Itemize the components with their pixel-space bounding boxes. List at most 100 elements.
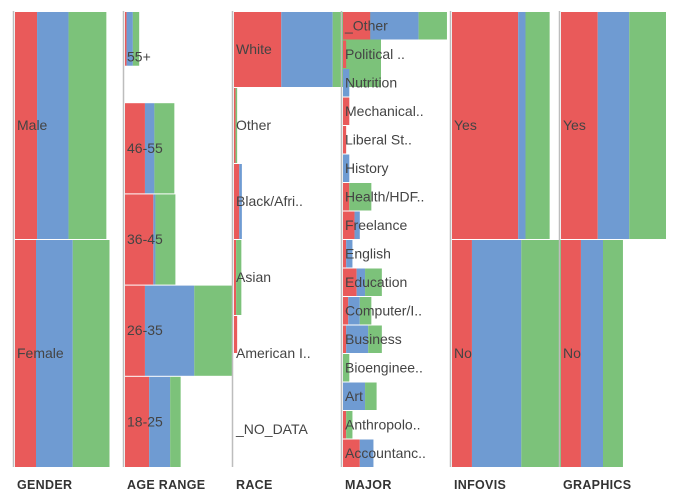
bar-segment[interactable] [37,12,69,239]
bar-segment[interactable] [580,240,603,467]
bar-segment[interactable] [603,240,623,467]
bar-segment[interactable] [125,285,145,376]
category-label: Liberal St.. [345,131,412,147]
bar-segment[interactable] [518,12,526,239]
bar-segment[interactable] [125,12,127,66]
bar-segment[interactable] [126,12,133,66]
bar-segment[interactable] [343,40,347,69]
bar-segment[interactable] [343,12,371,40]
column-major: _Other Political .. Nutrition Mechanical.. L… [340,11,447,492]
bar-segment[interactable] [234,12,282,87]
bar-segment[interactable] [155,194,176,285]
bar-segment[interactable] [125,103,145,194]
bar-segment[interactable] [452,240,472,467]
bar-segment[interactable] [561,240,581,467]
bar-segment[interactable] [348,297,360,325]
bar-segment[interactable] [132,12,140,66]
bar-segment[interactable] [349,183,372,211]
bar-segment[interactable] [235,88,238,163]
category-label: 55+ [127,49,151,65]
bar-segment[interactable] [234,240,237,315]
bar-segment[interactable] [343,354,350,382]
column-gender: Male Female GENDER [12,11,110,492]
category-label: Bioenginee.. [345,359,423,375]
bar-segment[interactable] [234,164,240,239]
bar-segment[interactable] [525,12,550,239]
bar-segment[interactable] [144,103,155,194]
category-label: No [563,345,581,361]
column-infovis: Yes No INFOVIS [449,11,562,492]
bar-segment[interactable] [15,12,38,239]
bar-segment[interactable] [343,126,347,154]
category-label: Yes [454,117,477,133]
category-label: No [454,345,472,361]
axis-title: INFOVIS [454,478,506,492]
category-label: American I.. [236,345,311,361]
bar-segment[interactable] [359,297,372,325]
bar-segment[interactable] [521,240,562,467]
bar-segment[interactable] [343,325,347,354]
bar-segment[interactable] [68,12,107,239]
category-label: Art [345,388,363,404]
bar-segment[interactable] [346,240,353,268]
bar-segment[interactable] [343,69,350,97]
category-label: Education [345,274,407,290]
bar-segment[interactable] [561,12,598,239]
category-label: 36-45 [127,231,163,247]
bar-segment[interactable] [418,12,447,40]
bar-segment[interactable] [365,268,382,297]
bar-segment[interactable] [149,376,171,467]
bar-segment[interactable] [629,12,666,239]
bar-segment[interactable] [343,211,355,240]
category-label: White [236,41,272,57]
bar-segment[interactable] [343,439,360,468]
bar-segment[interactable] [368,325,382,354]
bar-segment[interactable] [346,325,369,354]
bar-segment[interactable] [343,382,366,411]
axis-title: RACE [236,478,273,492]
bar-segment[interactable] [343,240,347,268]
category-label: Other [236,117,271,133]
bar-segment[interactable] [72,240,110,467]
bar-segment[interactable] [343,297,349,325]
bar-segment[interactable] [597,12,630,239]
category-label: Business [345,331,402,347]
bar-segment[interactable] [170,376,181,467]
bar-segment[interactable] [15,240,36,467]
bar-segment[interactable] [154,103,175,194]
bar-segment[interactable] [234,88,236,163]
bar-segment[interactable] [343,97,350,126]
axis-title: GENDER [17,478,72,492]
bar-segment[interactable] [125,376,150,467]
bar-segment[interactable] [194,285,233,376]
bar-segment[interactable] [370,12,419,40]
category-label: Freelance [345,217,407,233]
bar-segment[interactable] [125,194,154,285]
column-age-range: 55+ 46-55 36-45 26-35 18-25 AGE RANGE [122,11,233,492]
axis-title: GRAPHICS [563,478,631,492]
bar-segment[interactable] [343,411,347,439]
category-label: _Other [344,17,388,33]
bar-segment[interactable] [356,268,366,297]
axis-title: MAJOR [345,478,392,492]
bar-segment[interactable] [236,240,242,315]
bar-segment[interactable] [234,316,238,353]
category-label: Mechanical.. [345,103,424,119]
category-label: Male [17,117,48,133]
bar-segment[interactable] [36,240,73,467]
bar-segment[interactable] [281,12,333,87]
category-label: Health/HDF.. [345,188,424,204]
bar-segment[interactable] [354,211,360,240]
bar-segment[interactable] [359,439,374,468]
bar-segment[interactable] [343,183,350,211]
bar-segment[interactable] [343,268,357,297]
bar-segment[interactable] [153,194,156,285]
bar-segment[interactable] [343,154,350,183]
bar-segment[interactable] [471,240,522,467]
bar-segment[interactable] [365,382,377,411]
bar-segment[interactable] [239,164,242,239]
bar-segment[interactable] [346,411,353,439]
bar-segment[interactable] [144,285,195,376]
bar-segment[interactable] [452,12,519,239]
